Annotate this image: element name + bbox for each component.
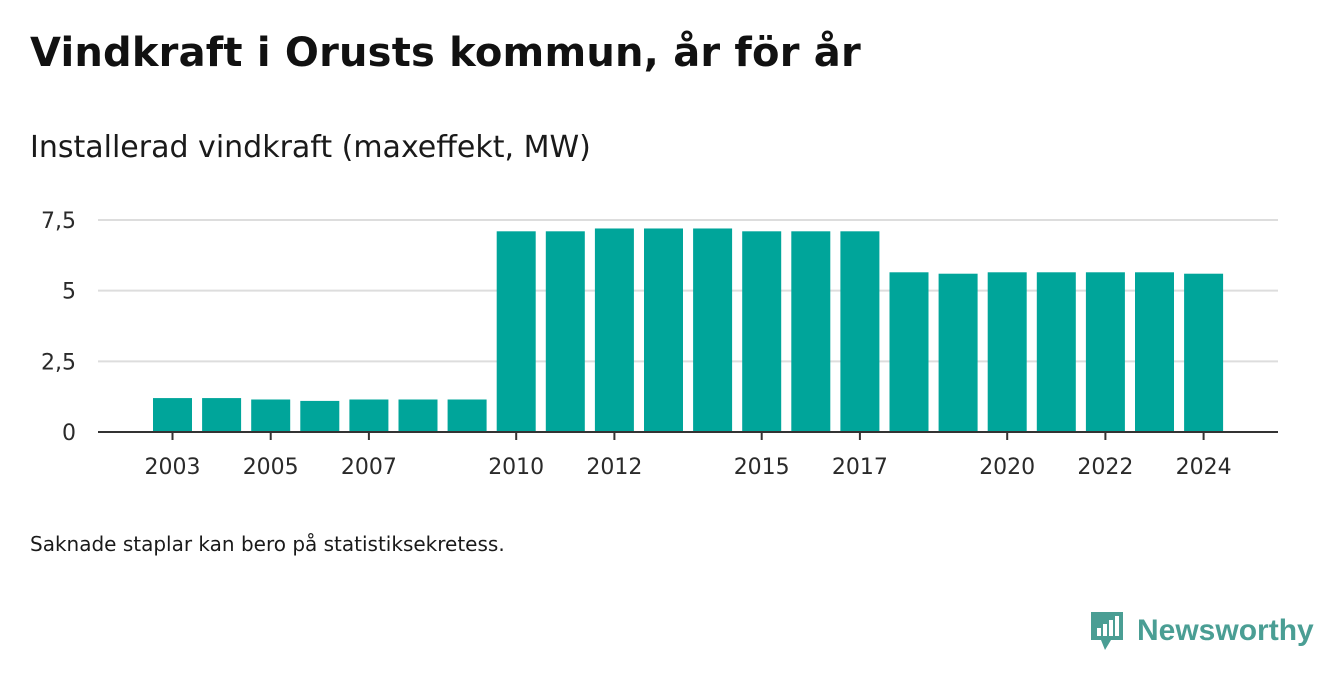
footnote: Saknade staplar kan bero på statistiksek… [30, 532, 505, 556]
y-tick-labels: 0 2,5 5 7,5 [41, 209, 76, 446]
bar-2017 [840, 231, 880, 432]
x-tick-label: 2020 [979, 455, 1035, 480]
brand-name: Newsworthy [1137, 614, 1314, 647]
x-tick-label: 2022 [1077, 455, 1133, 480]
x-tick-label: 2003 [145, 455, 201, 480]
bar-2007 [349, 399, 389, 432]
bar-2010 [496, 231, 536, 432]
bar-2015 [742, 231, 782, 432]
bar-2021 [1036, 272, 1076, 432]
x-tick-label: 2005 [243, 455, 299, 480]
bar-2020 [987, 272, 1027, 432]
chart-subtitle: Installerad vindkraft (maxeffekt, MW) [30, 130, 591, 165]
bar-chart: 0 2,5 5 7,5 2003 2005 2007 2010 2012 2015 2017 202… [41, 209, 1278, 480]
bar-2014 [693, 228, 733, 432]
bar-2013 [644, 228, 683, 432]
bar-2006 [300, 400, 340, 432]
bar-2011 [545, 231, 585, 432]
gridlines [98, 219, 1278, 363]
x-tick-label: 2012 [586, 455, 642, 480]
bar-2009 [447, 399, 487, 432]
y-tick-label: 0 [62, 421, 76, 446]
x-tick-label: 2015 [734, 455, 790, 480]
bar-2022 [1085, 272, 1125, 432]
x-axis [98, 431, 1278, 440]
y-tick-label: 2,5 [41, 350, 76, 375]
bar-2012 [594, 228, 634, 432]
brand-logo[interactable]: Newsworthy [1089, 610, 1314, 652]
bars [153, 228, 1224, 432]
bar-2008 [398, 399, 438, 432]
bar-2023 [1135, 272, 1174, 432]
x-tick-label: 2024 [1176, 455, 1232, 480]
x-tick-label: 2007 [341, 455, 397, 480]
bar-2016 [791, 231, 831, 432]
chart-title: Vindkraft i Orusts kommun, år för år [30, 30, 861, 76]
x-tick-labels: 2003 2005 2007 2010 2012 2015 2017 2020 2022 2024 [145, 455, 1232, 480]
x-tick-label: 2010 [488, 455, 544, 480]
bar-2019 [938, 273, 978, 432]
y-tick-label: 7,5 [41, 209, 76, 234]
newsworthy-logo-icon [1091, 612, 1123, 650]
bar-2003 [153, 398, 192, 432]
bar-2018 [889, 272, 929, 432]
x-tick-label: 2017 [832, 455, 888, 480]
y-tick-label: 5 [62, 280, 76, 305]
bar-2004 [202, 398, 242, 432]
bar-2024 [1184, 273, 1224, 432]
bar-2005 [251, 399, 291, 432]
